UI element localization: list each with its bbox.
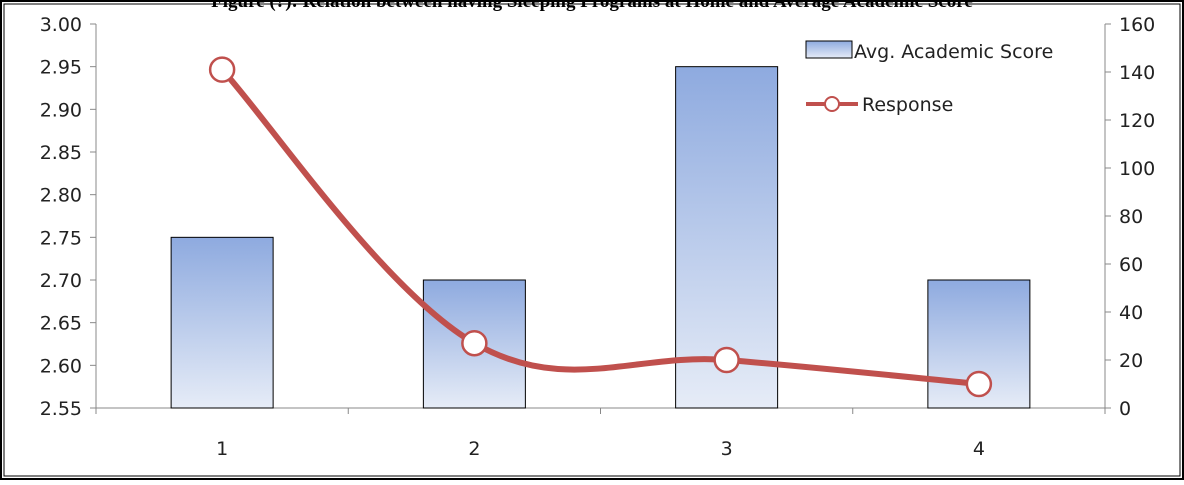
- response-point: [208, 56, 236, 83]
- left-axis-tick-label: 2.95: [40, 57, 82, 79]
- legend-line-marker: [824, 96, 840, 112]
- left-axis-tick-label: 2.80: [40, 185, 82, 207]
- right-axis-tick-label: 20: [1119, 350, 1143, 372]
- x-axis-tick-label: 1: [216, 438, 228, 460]
- axes: 2.55 2.60 2.65 2.70 2.75 2.80 2.85 2.90 2.95 3.00…: [40, 14, 1156, 460]
- left-axis-tick-label: 2.60: [40, 355, 82, 377]
- x-axis-tick-label: 2: [468, 438, 480, 460]
- left-axis-tick-label: 2.70: [40, 270, 82, 292]
- response-point: [461, 329, 488, 357]
- right-axis-tick-label: 0: [1119, 398, 1131, 420]
- chart-inner-border: [3, 3, 1181, 477]
- response-point: [965, 370, 993, 398]
- right-axis-tick-label: 40: [1119, 302, 1143, 324]
- right-axis-tick-label: 120: [1119, 110, 1155, 132]
- left-axis-tick-label: 2.65: [40, 313, 82, 335]
- response-line: [219, 66, 982, 387]
- left-axis-tick-label: 2.90: [40, 99, 82, 121]
- chart-title: Figure (?): Relation between having Slee…: [211, 0, 973, 12]
- legend-bar-label: Avg. Academic Score: [854, 41, 1053, 63]
- x-axis-tick-label: 3: [721, 438, 733, 460]
- right-axis-tick-label: 60: [1119, 254, 1143, 276]
- right-axis-tick-label: 140: [1119, 62, 1155, 84]
- response-point: [713, 346, 740, 374]
- right-axis-tick-label: 80: [1119, 206, 1143, 228]
- line-layer: [208, 56, 993, 398]
- legend-bar-swatch: [805, 40, 853, 59]
- left-axis-tick-label: 3.00: [40, 14, 82, 36]
- x-axis-tick-label: 4: [973, 438, 985, 460]
- left-axis-tick-label: 2.85: [40, 142, 82, 164]
- legend-line-label: Response: [862, 94, 953, 116]
- bar: [170, 236, 274, 409]
- right-axis-tick-label: 160: [1119, 14, 1155, 36]
- left-axis-tick-label: 2.75: [40, 227, 82, 249]
- legend: Avg. Academic Score Response: [805, 40, 1053, 116]
- left-axis-tick-label: 2.55: [40, 398, 82, 420]
- bars-layer: [170, 66, 1031, 409]
- right-axis-tick-label: 100: [1119, 158, 1155, 180]
